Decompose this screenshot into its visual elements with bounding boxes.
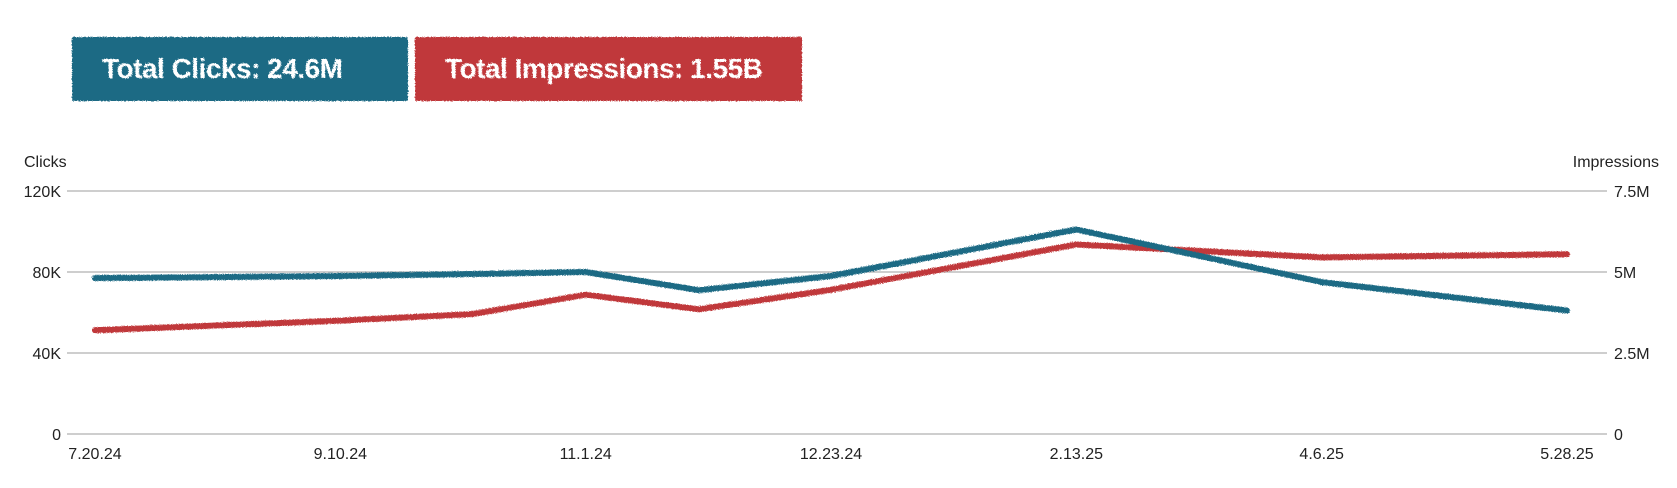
total-clicks-badge: Total Clicks: 24.6M: [72, 37, 408, 101]
x-tick-label: 7.20.24: [68, 446, 121, 463]
x-axis-ticks: 7.20.24 9.10.24 11.1.24 12.23.24 2.13.25 4.6.…: [68, 446, 1593, 463]
x-tick-label: 12.23.24: [800, 446, 862, 463]
right-tick-label: 2.5M: [1614, 346, 1650, 363]
left-tick-label: 40K: [33, 346, 62, 363]
x-tick-label: 9.10.24: [314, 446, 367, 463]
x-tick-label: 11.1.24: [560, 446, 612, 463]
left-tick-label: 120K: [24, 184, 62, 201]
right-axis-title: Impressions: [1572, 154, 1659, 171]
x-tick-label: 5.28.25: [1540, 446, 1593, 463]
series-lines: [92, 226, 1570, 334]
x-tick-label: 4.6.25: [1299, 446, 1344, 463]
total-clicks-label: Total Clicks: 24.6M: [102, 53, 343, 84]
x-tick-label: 2.13.25: [1050, 446, 1103, 463]
left-axis-title: Clicks: [24, 154, 67, 171]
left-tick-label: 0: [52, 427, 61, 444]
right-tick-label: 5M: [1614, 265, 1636, 282]
right-axis-ticks: 0 2.5M 5M 7.5M: [1614, 184, 1650, 444]
total-impressions-label: Total Impressions: 1.55B: [445, 53, 763, 84]
total-impressions-badge: Total Impressions: 1.55B: [415, 37, 802, 101]
left-axis-ticks: 0 40K 80K 120K: [24, 184, 62, 444]
left-tick-label: 80K: [33, 265, 62, 282]
right-tick-label: 0: [1614, 427, 1623, 444]
series-line-clicks: [92, 226, 1570, 314]
grid-lines: [67, 190, 1607, 435]
right-tick-label: 7.5M: [1614, 184, 1650, 201]
